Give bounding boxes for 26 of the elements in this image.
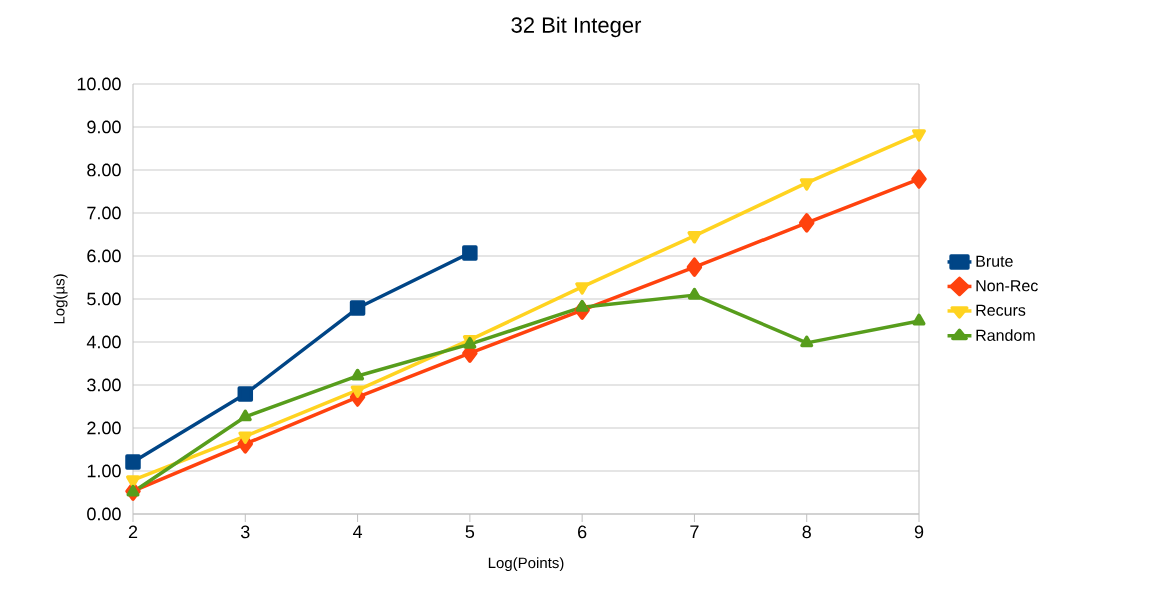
legend-label: Brute [976, 255, 1013, 267]
y-tick-label: 4.00 [86, 335, 121, 349]
y-tick-label: 9.00 [87, 120, 121, 134]
y-tick-label: 7.00 [87, 206, 121, 220]
x-tick-label: 7 [690, 525, 699, 538]
legend-label: Non-Rec [976, 280, 1038, 292]
x-tick-label: 8 [802, 525, 811, 539]
y-axis-title: Log(µs) [53, 274, 68, 324]
x-tick-label: 6 [578, 525, 587, 539]
legend-label: Recurs [976, 304, 1026, 316]
x-tick-label: 5 [465, 525, 475, 539]
y-tick-label: 1.00 [87, 464, 121, 478]
x-tick-label: 2 [128, 525, 138, 539]
y-tick-label: 6.00 [87, 249, 121, 263]
y-tick-label: 0.00 [87, 507, 121, 521]
y-tick-label: 2.00 [87, 421, 121, 435]
y-tick-label: 10.00 [77, 77, 121, 91]
x-tick-label: 4 [352, 525, 363, 538]
chart-title: 32 Bit Integer [511, 16, 642, 38]
y-tick-label: 5.00 [87, 292, 121, 306]
y-tick-label: 3.00 [87, 378, 121, 392]
x-axis-title: Log(Points) [488, 557, 564, 572]
y-tick-label: 8.00 [87, 163, 121, 177]
x-tick-label: 9 [914, 525, 924, 539]
x-tick-label: 3 [240, 525, 250, 539]
legend-label: Random [976, 329, 1035, 341]
